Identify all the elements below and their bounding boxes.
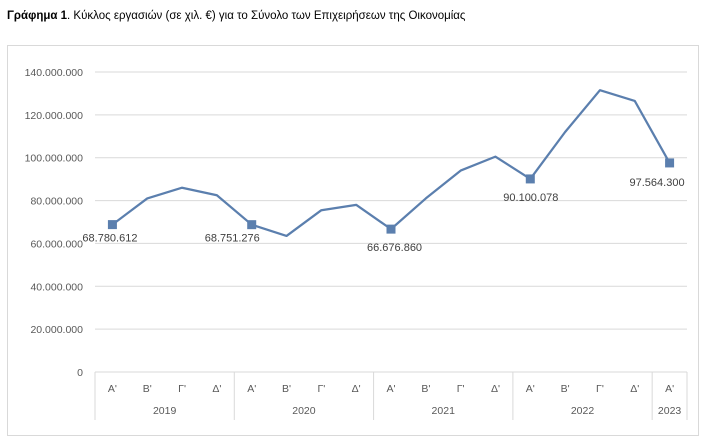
x-tick-label: Γ' xyxy=(178,383,186,395)
x-tick-label: Α' xyxy=(108,383,117,395)
data-marker xyxy=(525,174,535,184)
x-tick-label: Α' xyxy=(526,383,535,395)
x-tick-label: Δ' xyxy=(212,383,221,395)
chart-title: Γράφημα 1. Κύκλος εργασιών (σε χιλ. €) γ… xyxy=(7,10,465,22)
chart-title-text: . Κύκλος εργασιών (σε χιλ. €) για το Σύν… xyxy=(67,10,466,22)
data-label: 97.564.300 xyxy=(630,177,685,189)
y-tick-label: 80.000.000 xyxy=(30,196,83,208)
y-tick-label: 100.000.000 xyxy=(25,153,84,165)
chart-title-bold: Γράφημα 1 xyxy=(7,10,68,22)
data-marker xyxy=(247,220,257,230)
x-tick-label: Α' xyxy=(386,383,395,395)
y-tick-label: 20.000.000 xyxy=(30,324,83,336)
year-label: 2019 xyxy=(153,405,177,417)
y-tick-label: 120.000.000 xyxy=(25,110,84,122)
x-tick-label: Β' xyxy=(421,383,430,395)
x-tick-label: Δ' xyxy=(491,383,500,395)
x-tick-label: Γ' xyxy=(596,383,604,395)
x-tick-label: Β' xyxy=(561,383,570,395)
data-label: 68.780.612 xyxy=(82,233,137,245)
x-tick-label: Β' xyxy=(143,383,152,395)
y-tick-label: 60.000.000 xyxy=(30,238,83,250)
x-tick-label: Α' xyxy=(665,383,674,395)
y-tick-label: 40.000.000 xyxy=(30,281,83,293)
data-marker xyxy=(386,224,396,234)
chart-frame xyxy=(7,45,699,436)
year-label: 2023 xyxy=(658,405,682,417)
x-tick-label: Δ' xyxy=(352,383,361,395)
data-label: 90.100.078 xyxy=(503,192,558,204)
data-marker xyxy=(665,158,675,168)
data-label: 66.676.860 xyxy=(367,242,422,254)
series-line xyxy=(111,89,671,238)
y-tick-label: 140.000.000 xyxy=(25,67,84,79)
x-tick-label: Α' xyxy=(247,383,256,395)
x-tick-label: Γ' xyxy=(457,383,465,395)
data-marker xyxy=(107,220,117,230)
year-label: 2021 xyxy=(432,405,456,417)
data-label: 68.751.276 xyxy=(205,233,260,245)
year-label: 2022 xyxy=(571,405,595,417)
year-label: 2020 xyxy=(292,405,316,417)
x-tick-label: Γ' xyxy=(317,383,325,395)
y-tick-label: 0 xyxy=(77,367,83,379)
x-tick-label: Β' xyxy=(282,383,291,395)
x-tick-label: Δ' xyxy=(630,383,639,395)
